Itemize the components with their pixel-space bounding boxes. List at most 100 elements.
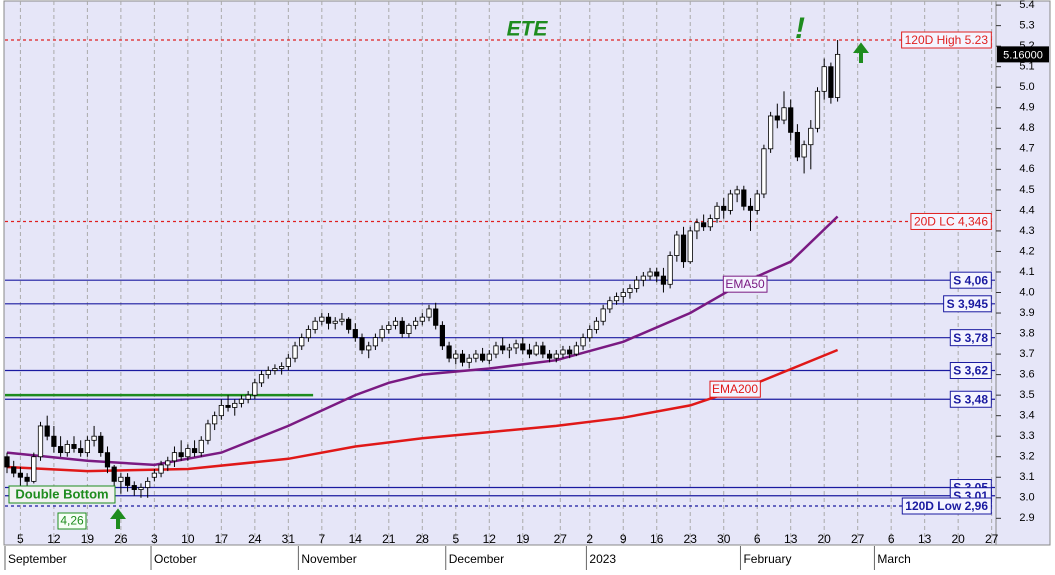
candle-body [339,318,345,322]
candle-body [78,448,84,454]
x-tick-label: 7 [318,532,325,546]
candle-body [392,320,399,326]
candle-body [439,324,445,347]
level-label: S 3,48 [953,392,988,406]
candle-body [647,271,653,277]
candle-body [600,308,606,322]
plot-area [3,0,997,546]
x-tick-label: 27 [851,532,865,546]
ema-label: EMA200 [712,382,758,396]
candle-body [332,320,338,324]
ema-line [6,348,839,473]
candle-body [747,205,754,211]
level-label: S 3,945 [947,297,989,311]
month-label: February [743,552,791,566]
x-tick-label: 9 [620,532,627,546]
x-tick-label: 17 [215,532,229,546]
candle-body [540,345,546,355]
candle-body [178,452,184,458]
pattern-box [8,485,116,504]
candle-body [372,337,379,347]
candle-body [741,189,747,207]
candle-body [158,464,164,474]
candle-body [44,425,50,437]
exclamation: ! [795,12,805,45]
candle-body [721,205,727,211]
y-tick-label: 4.8 [1019,122,1034,134]
x-tick-label: 19 [81,532,95,546]
candle-body [500,345,506,351]
candle-body [553,353,559,359]
candle-body [111,466,117,482]
level-box [910,212,992,230]
candle-body [433,308,439,326]
candle-body [701,222,707,228]
candle-body [91,435,97,441]
up-arrow [853,42,869,63]
y-tick-label: 4.0 [1019,286,1034,298]
candle-body [71,444,77,449]
candle-body [305,329,312,339]
y-tick-label: 4.4 [1019,204,1034,216]
candle-body [834,53,841,98]
ema-label-box [722,275,768,293]
level-label: 20D LC 4,346 [914,215,988,229]
month-label: 2023 [589,552,616,566]
x-tick-label: 16 [650,532,664,546]
x-tick-label: 27 [554,532,568,546]
x-tick-label: 14 [349,532,363,546]
candle-body [560,349,566,355]
candle-body [473,353,479,359]
candle-body [620,292,626,298]
candle-body [352,329,358,339]
y-tick-label: 5.3 [1019,20,1034,32]
candle-body [272,368,278,371]
candle-body [4,456,10,468]
y-tick-label: 4.2 [1019,245,1034,257]
candle-body [774,115,780,121]
candle-body [212,415,218,425]
candle-body [185,448,191,458]
candle-body [426,308,432,318]
x-tick-label: 13 [784,532,798,546]
x-tick-label: 26 [114,532,128,546]
ema-label: EMA50 [725,277,765,291]
candle-body [131,485,137,490]
level-box [949,271,992,289]
candle-body [413,320,419,326]
y-tick-label: 3.9 [1019,307,1034,319]
last-price-box [997,46,1049,63]
x-tick-label: 12 [47,532,61,546]
level-label: 120D High 5.23 [905,33,989,47]
candle-body [707,218,713,228]
y-tick-label: 4.5 [1019,184,1034,196]
note-box [57,512,87,530]
y-tick-label: 3.0 [1019,492,1034,504]
x-tick-label: 3 [151,532,158,546]
y-tick-label: 3.2 [1019,451,1034,463]
candle-body [151,472,157,478]
candle-body [191,448,198,454]
y-tick-label: 2.9 [1019,512,1034,524]
candle-body [520,343,526,351]
candle-body [245,394,251,400]
month-label: December [449,552,504,566]
candle-body [573,345,579,355]
candle-body [312,320,318,330]
candle-body [299,337,305,347]
candle-body [198,439,204,454]
candle-body [171,452,178,462]
y-tick-label: 4.7 [1019,143,1034,155]
y-tick-label: 5.1 [1019,61,1034,73]
candle-body [252,382,258,396]
candle-body [479,353,486,361]
y-tick-label: 3.1 [1019,471,1034,483]
y-tick-label: 3.8 [1019,327,1034,339]
level-label: S 3,62 [953,364,988,378]
candle-body [406,324,412,334]
candle-body [607,300,613,310]
level-label: S 4,06 [953,273,988,287]
candle-body [11,466,17,474]
candle-body [17,472,24,478]
candles [4,40,841,498]
